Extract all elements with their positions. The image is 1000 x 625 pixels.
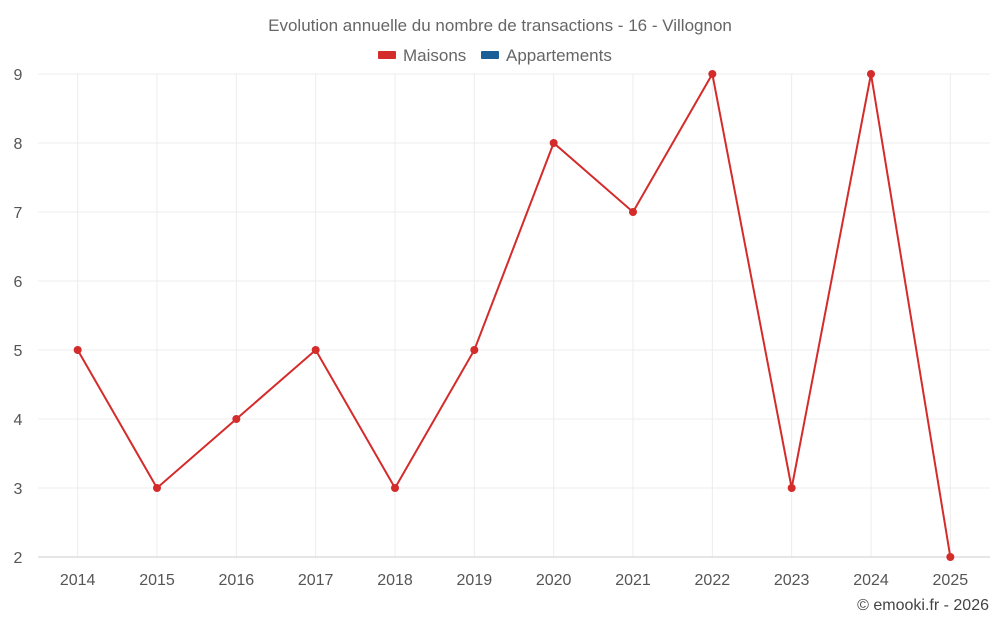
data-point-maisons-2023[interactable]	[787, 484, 796, 492]
legend-label-appartements: Appartements	[506, 46, 612, 65]
x-tick-label: 2014	[60, 572, 96, 589]
data-point-maisons-2024[interactable]	[867, 70, 875, 78]
series-maisons	[73, 70, 955, 561]
data-point-maisons-2017[interactable]	[311, 346, 320, 354]
grid	[38, 73, 990, 558]
data-point-maisons-2021[interactable]	[629, 208, 637, 216]
legend-item-maisons[interactable]: Maisons	[378, 46, 466, 65]
y-tick-label: 5	[14, 343, 23, 360]
series-layer	[73, 70, 955, 561]
x-tick-label: 2023	[774, 572, 810, 589]
legend-swatch-appartements	[481, 51, 499, 59]
x-tick-label: 2025	[933, 572, 969, 589]
y-tick-label: 3	[14, 481, 23, 498]
data-point-maisons-2018[interactable]	[391, 484, 399, 492]
chart-title: Evolution annuelle du nombre de transact…	[268, 16, 732, 35]
x-tick-label: 2022	[695, 572, 731, 589]
data-point-maisons-2022[interactable]	[708, 70, 717, 78]
series-line-maisons	[76, 71, 952, 558]
y-tick-label: 7	[14, 205, 23, 222]
x-tick-label: 2024	[853, 572, 889, 589]
legend-item-appartements[interactable]: Appartements	[481, 46, 612, 65]
data-point-maisons-2019[interactable]	[470, 346, 479, 354]
data-point-maisons-2020[interactable]	[549, 139, 558, 147]
x-tick-label: 2018	[377, 572, 413, 589]
y-tick-label: 8	[14, 136, 23, 153]
x-tick-label: 2015	[139, 572, 175, 589]
credit-text: © emooki.fr - 2026	[857, 597, 989, 614]
data-point-maisons-2025[interactable]	[946, 553, 955, 561]
x-axis: 2014 2015 2016 2017 2018 2019 2020 2021 2022 2023…	[60, 572, 968, 589]
data-point-maisons-2016[interactable]	[232, 415, 241, 423]
data-point-maisons-2015[interactable]	[153, 484, 161, 492]
legend-label-maisons: Maisons	[403, 46, 466, 65]
legend: Maisons Appartements	[378, 46, 612, 65]
x-tick-label: 2017	[298, 572, 334, 589]
x-tick-label: 2020	[536, 572, 572, 589]
x-tick-label: 2021	[615, 572, 651, 589]
x-tick-label: 2019	[457, 572, 493, 589]
y-tick-label: 6	[14, 274, 23, 291]
legend-swatch-maisons	[378, 51, 396, 59]
y-tick-label: 4	[14, 412, 23, 429]
data-point-maisons-2014[interactable]	[73, 346, 82, 354]
x-tick-label: 2016	[219, 572, 255, 589]
y-axis: 2 3 4 5 6 7 8 9	[14, 67, 23, 567]
y-tick-label: 9	[14, 67, 23, 84]
y-tick-label: 2	[14, 550, 23, 567]
